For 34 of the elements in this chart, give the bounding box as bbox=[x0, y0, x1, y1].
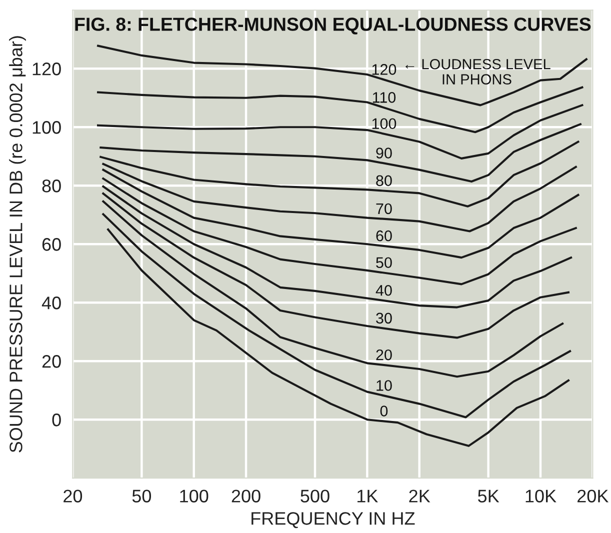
series-label: 90 bbox=[376, 148, 392, 159]
x-tick-label: 1K bbox=[358, 490, 378, 502]
x-tick-label: 5K bbox=[478, 490, 500, 502]
series-label: 110 bbox=[372, 92, 396, 103]
x-tick-label: 2K bbox=[409, 490, 430, 502]
series-label: 40 bbox=[376, 284, 392, 296]
y-axis-title: SOUND PRESSURE LEVEL IN DB (re 0.0002 μbar) bbox=[9, 36, 26, 452]
x-tick-label: 200 bbox=[232, 490, 260, 502]
x-tick-label: 20K bbox=[578, 490, 609, 502]
series-label: 10 bbox=[376, 380, 392, 391]
y-tick-label: 60 bbox=[42, 238, 61, 251]
series-label: 120 bbox=[372, 64, 396, 75]
y-tick-label: 100 bbox=[32, 121, 61, 134]
x-tick-label: 100 bbox=[180, 490, 208, 502]
series-label: 0 bbox=[380, 406, 388, 416]
series-label: 30 bbox=[376, 312, 392, 324]
y-tick-label: 40 bbox=[42, 296, 61, 310]
chart-title: FIG. 8: FLETCHER-MUNSON EQUAL-LOUDNESS CURVES bbox=[75, 18, 591, 34]
y-tick-label: 80 bbox=[42, 180, 61, 192]
x-tick-label: 50 bbox=[132, 490, 152, 502]
y-tick-label: 20 bbox=[42, 355, 61, 368]
x-tick-label: 10K bbox=[526, 490, 556, 502]
series-label: 80 bbox=[376, 175, 392, 186]
series-label: 70 bbox=[376, 203, 392, 214]
series-label: 20 bbox=[376, 349, 392, 360]
x-axis-title: FREQUENCY IN HZ bbox=[252, 512, 415, 528]
y-tick-label: 0 bbox=[52, 414, 61, 426]
y-tick-label: 120 bbox=[32, 62, 61, 76]
annotation: ← LOUDNESS LEVEL IN PHONS bbox=[406, 58, 550, 84]
series-label: 60 bbox=[376, 230, 392, 242]
series-label: 50 bbox=[376, 257, 392, 268]
x-tick-label: 500 bbox=[300, 490, 330, 502]
x-tick-label: 20 bbox=[64, 490, 82, 502]
series-label: 100 bbox=[372, 118, 396, 130]
